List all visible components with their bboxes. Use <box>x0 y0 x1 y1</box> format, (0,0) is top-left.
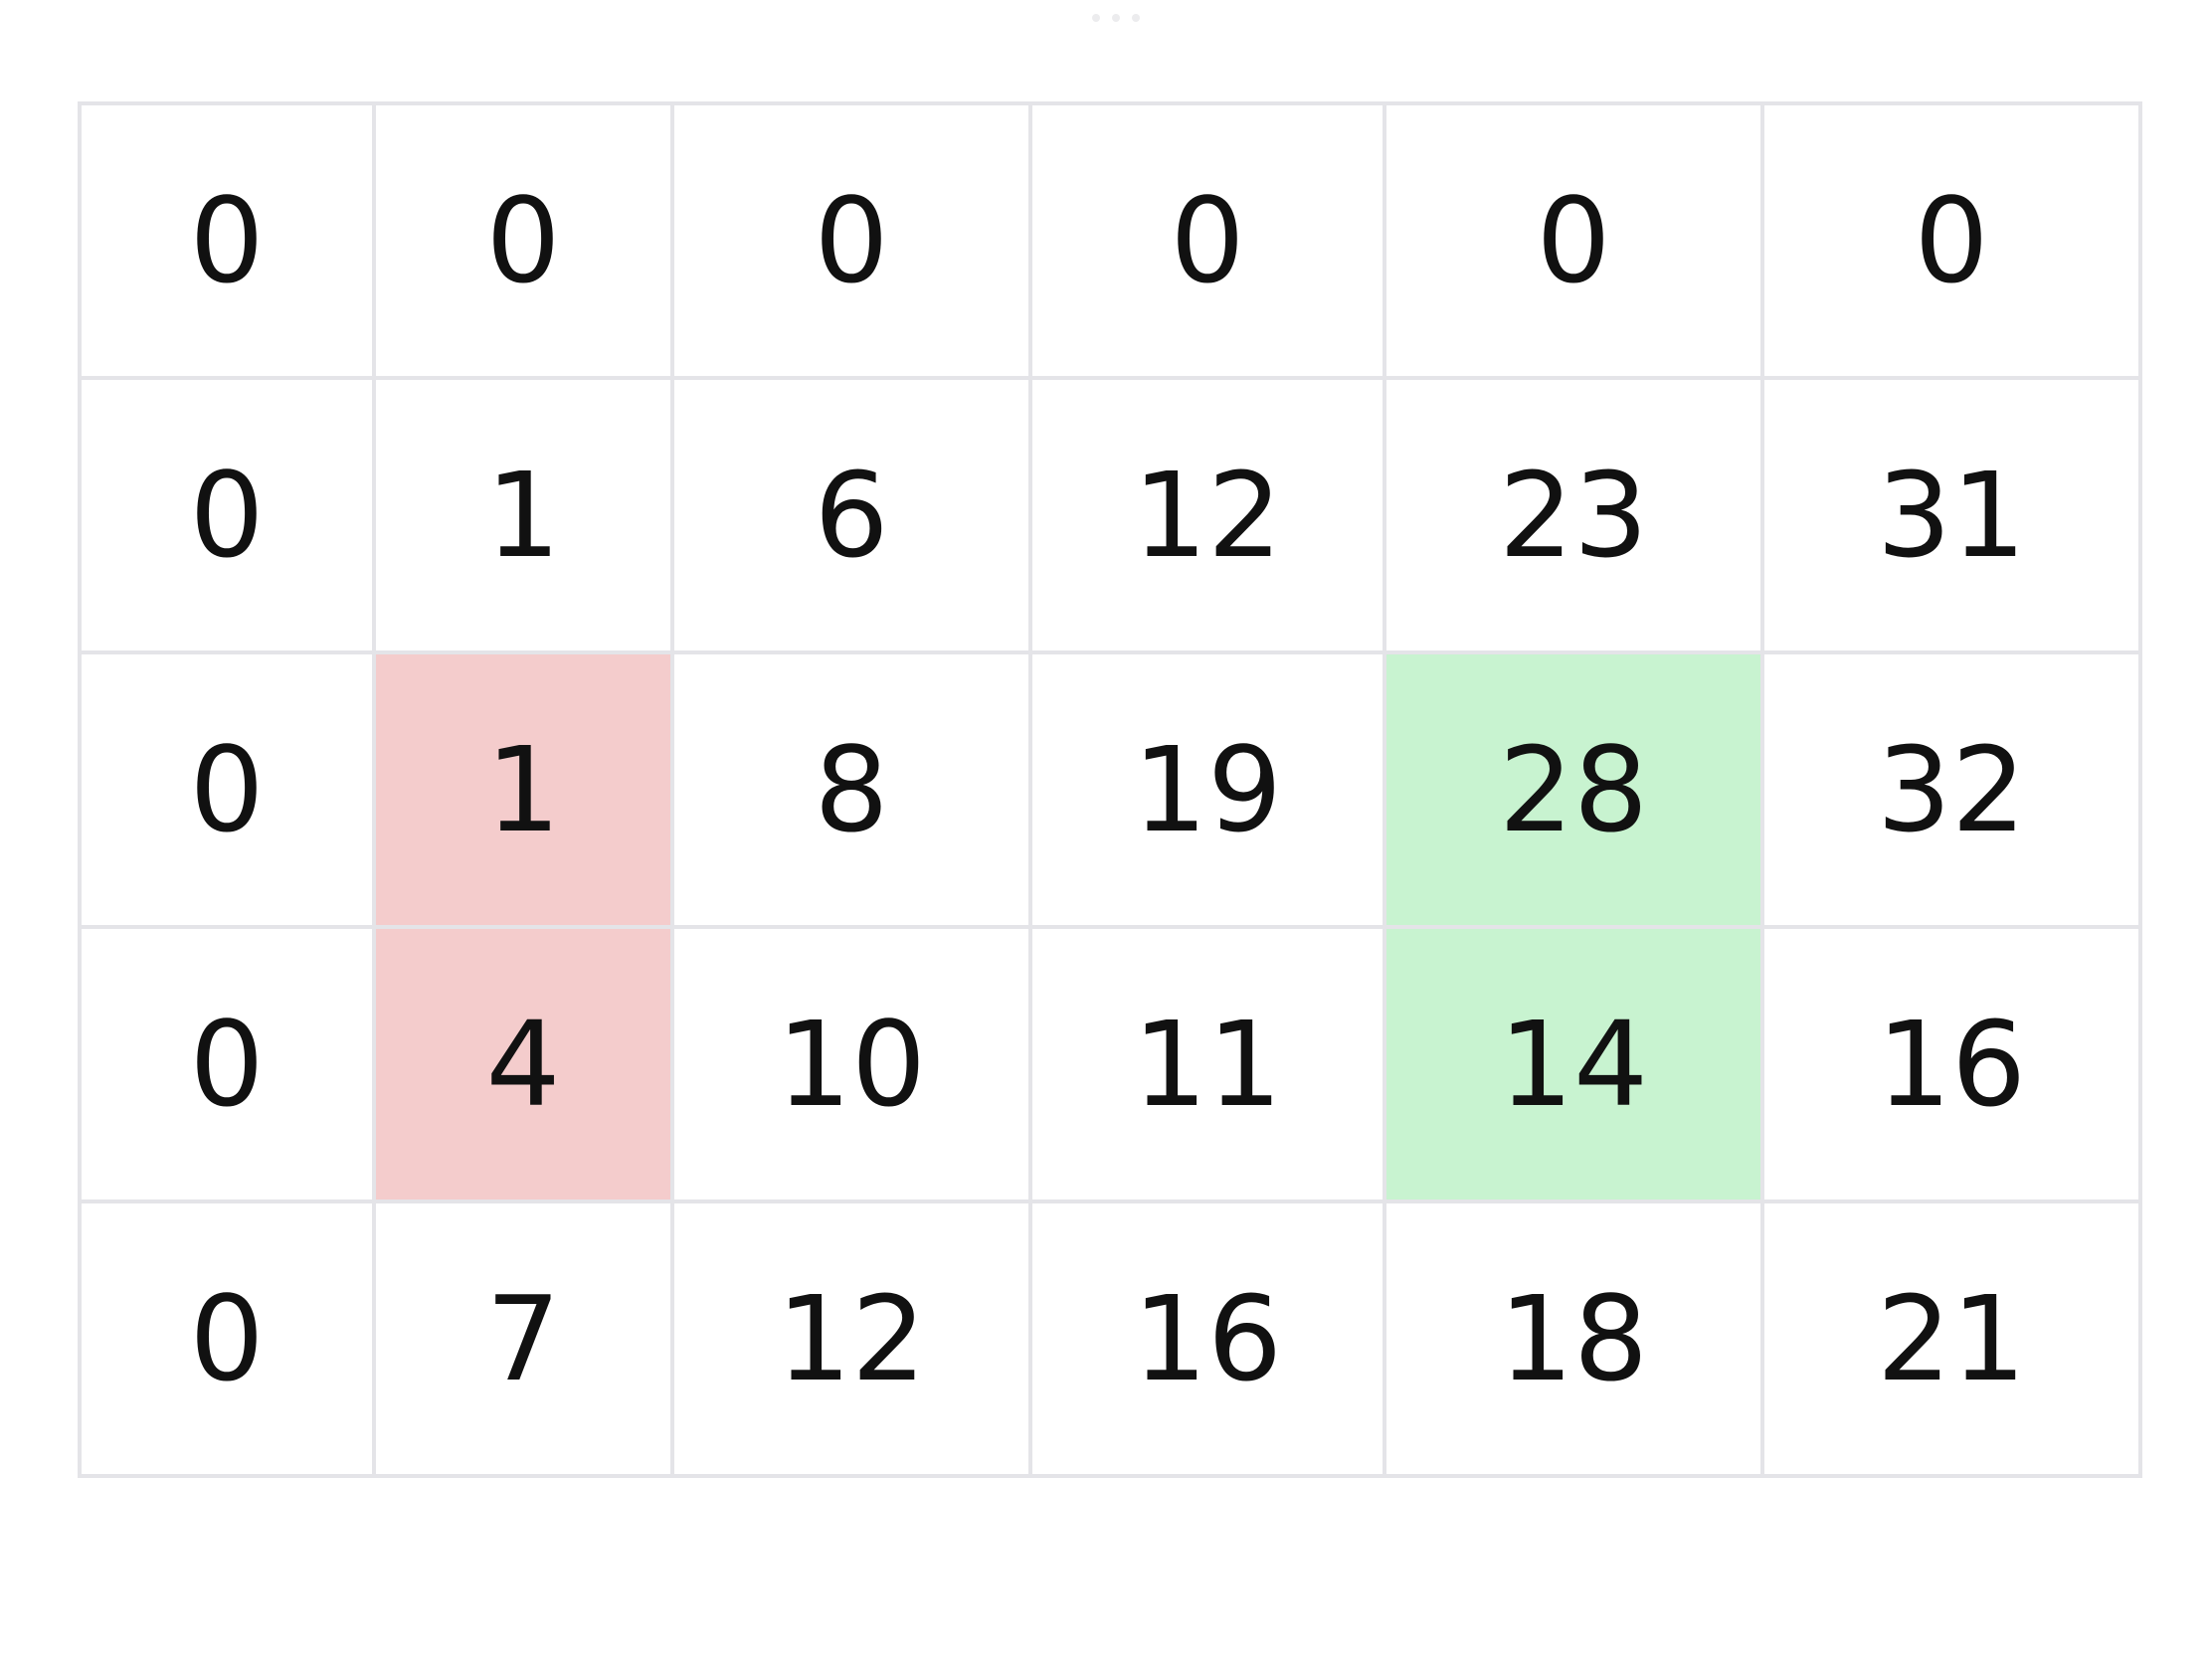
grid-cell: 21 <box>1760 1199 2142 1478</box>
grid-cell: 0 <box>670 101 1032 380</box>
grid-cell: 6 <box>670 376 1032 654</box>
grid-cell: 0 <box>78 101 376 380</box>
grid-row: 0 0 0 0 0 0 <box>78 101 2142 380</box>
grid-cell: 18 <box>1382 1199 1764 1478</box>
grid-cell: 0 <box>372 101 674 380</box>
grid-cell: 16 <box>1028 1199 1386 1478</box>
grid-cell: 0 <box>78 1199 376 1478</box>
grid-cell: 0 <box>78 650 376 929</box>
grid-cell: 19 <box>1028 650 1386 929</box>
grid-cell: 7 <box>372 1199 674 1478</box>
grid-cell: 12 <box>670 1199 1032 1478</box>
handle-dot <box>1112 14 1120 22</box>
grid-row: 0 1 8 19 28 32 <box>78 650 2142 929</box>
grid-cell: 0 <box>1382 101 1764 380</box>
grid-cell: 8 <box>670 650 1032 929</box>
grid-cell: 31 <box>1760 376 2142 654</box>
handle-dot <box>1092 14 1100 22</box>
grid-cell-highlight-red: 4 <box>372 925 674 1203</box>
drag-handle[interactable] <box>1092 14 1140 22</box>
grid-cell-highlight-green: 14 <box>1382 925 1764 1203</box>
grid-row: 0 7 12 16 18 21 <box>78 1199 2142 1478</box>
grid-cell: 12 <box>1028 376 1386 654</box>
grid-cell: 10 <box>670 925 1032 1203</box>
number-grid: 0 0 0 0 0 0 0 1 6 12 23 31 0 1 8 19 28 3… <box>78 101 2142 1478</box>
grid-cell: 0 <box>78 376 376 654</box>
grid-cell: 32 <box>1760 650 2142 929</box>
grid-cell: 23 <box>1382 376 1764 654</box>
grid-cell: 16 <box>1760 925 2142 1203</box>
grid-cell: 0 <box>1760 101 2142 380</box>
grid-cell: 0 <box>78 925 376 1203</box>
handle-dot <box>1132 14 1140 22</box>
grid-cell: 0 <box>1028 101 1386 380</box>
grid-cell-highlight-green: 28 <box>1382 650 1764 929</box>
grid-cell: 1 <box>372 376 674 654</box>
grid-cell: 11 <box>1028 925 1386 1203</box>
grid-row: 0 1 6 12 23 31 <box>78 376 2142 654</box>
grid-cell-highlight-red: 1 <box>372 650 674 929</box>
grid-row: 0 4 10 11 14 16 <box>78 925 2142 1203</box>
